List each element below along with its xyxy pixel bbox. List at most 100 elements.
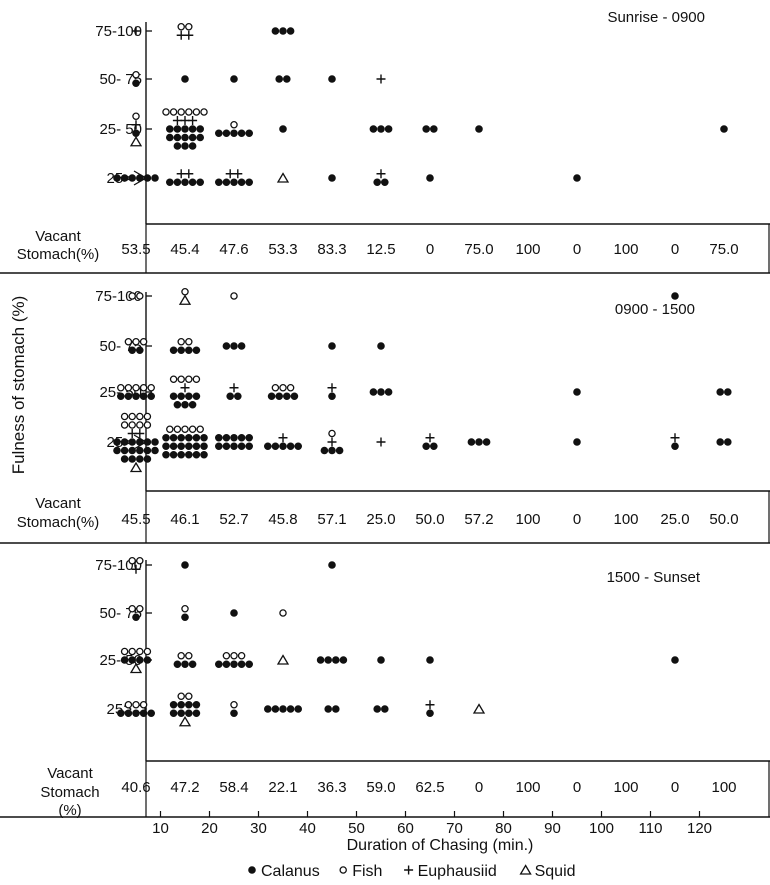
data-group <box>169 692 201 727</box>
vacant-stomach-value: 100 <box>613 241 638 258</box>
data-group <box>671 292 679 300</box>
data-group <box>181 561 189 569</box>
calanus-mark <box>377 656 385 664</box>
calanus-mark <box>328 174 336 182</box>
fish-mark <box>120 412 129 421</box>
fish-mark <box>136 412 144 421</box>
calanus-mark <box>373 178 382 187</box>
calanus-mark <box>192 709 201 718</box>
calanus-mark <box>384 125 393 133</box>
calanus-mark <box>136 656 144 664</box>
calanus-mark <box>275 392 284 401</box>
euphausiid-mark <box>176 169 186 179</box>
data-group <box>178 287 192 305</box>
vacant-stomach-value: 59.0 <box>366 779 395 796</box>
calanus-mark <box>335 446 344 455</box>
calanus-mark <box>181 125 189 133</box>
calanus-mark <box>120 656 129 664</box>
data-group <box>230 701 238 718</box>
calanus-mark <box>279 125 287 133</box>
vacant-stomach-value: 0 <box>573 241 581 258</box>
calanus-mark <box>136 174 144 182</box>
calanus-mark <box>185 442 193 451</box>
fish-mark <box>181 287 189 296</box>
data-group <box>169 337 201 355</box>
vacant-stomach-value: 50.0 <box>415 511 444 528</box>
data-group <box>173 652 197 669</box>
calanus-mark <box>196 125 204 133</box>
calanus-mark <box>245 178 253 187</box>
fish-mark <box>185 22 193 31</box>
vacant-stomach-value: 0 <box>573 779 581 796</box>
calanus-mark <box>177 346 185 355</box>
fish-mark <box>196 425 204 433</box>
calanus-mark <box>185 700 193 709</box>
vacant-stomach-value: 0 <box>426 241 434 258</box>
calanus-mark <box>132 129 140 138</box>
calanus-mark <box>237 342 246 350</box>
euphausiid-mark <box>180 116 190 125</box>
vacant-stomach-value: 0 <box>573 511 581 528</box>
fish-mark <box>192 108 201 116</box>
calanus-mark <box>173 142 182 150</box>
fish-mark <box>147 383 155 392</box>
data-group <box>215 169 253 187</box>
calanus-mark <box>671 656 679 664</box>
fish-mark <box>188 425 197 433</box>
x-tick-label: 120 <box>687 820 712 837</box>
vacant-stomach-value: 0 <box>671 779 679 796</box>
calanus-mark <box>192 392 201 401</box>
euphausiid-mark <box>229 383 239 393</box>
calanus-mark <box>377 388 385 396</box>
calanus-mark <box>128 174 136 182</box>
calanus-mark <box>188 178 197 187</box>
calanus-mark <box>377 342 385 350</box>
calanus-mark <box>430 125 438 133</box>
euphausiid-mark <box>188 116 198 125</box>
calanus-mark <box>124 709 133 718</box>
calanus-mark <box>120 438 129 446</box>
calanus-mark <box>377 125 385 133</box>
fish-mark <box>181 425 189 433</box>
data-group <box>128 557 144 574</box>
euphausiid-mark <box>131 120 141 130</box>
calanus-mark <box>237 178 246 187</box>
legend-label: Calanus <box>261 863 320 880</box>
calanus-mark <box>226 392 234 401</box>
calanus-mark <box>169 450 178 459</box>
calanus-mark <box>279 442 287 451</box>
squid-mark <box>178 294 192 305</box>
calanus-mark <box>181 561 189 569</box>
fish-mark <box>136 292 144 300</box>
fish-mark <box>328 429 336 438</box>
vacant-stomach-label: Vacant <box>35 228 81 245</box>
calanus-mark <box>230 433 238 442</box>
data-group <box>369 388 393 396</box>
calanus-mark <box>724 388 732 396</box>
calanus-mark <box>117 392 125 401</box>
x-tick-label: 100 <box>589 820 614 837</box>
data-group <box>162 425 208 459</box>
fish-mark <box>286 383 295 392</box>
panel-title: Sunrise - 0900 <box>607 9 705 26</box>
fish-mark <box>169 108 178 116</box>
calanus-mark <box>196 133 204 142</box>
fish-mark <box>271 383 280 392</box>
data-group <box>670 433 680 451</box>
calanus-mark <box>177 433 185 442</box>
data-group <box>113 412 159 473</box>
vacant-stomach-value: 22.1 <box>268 779 297 796</box>
data-group <box>215 121 253 138</box>
vacant-stomach-label: Vacant <box>35 495 81 512</box>
vacant-stomach-value: 75.0 <box>464 241 493 258</box>
calanus-mark <box>573 174 581 182</box>
data-group <box>124 337 148 355</box>
euphausiid-mark <box>376 169 386 179</box>
calanus-mark <box>192 700 201 709</box>
vacant-stomach-value: 53.5 <box>121 241 150 258</box>
fish-mark <box>139 337 148 346</box>
fish-mark <box>230 121 238 129</box>
vacant-stomach-value: 0 <box>671 241 679 258</box>
calanus-mark <box>328 561 336 569</box>
